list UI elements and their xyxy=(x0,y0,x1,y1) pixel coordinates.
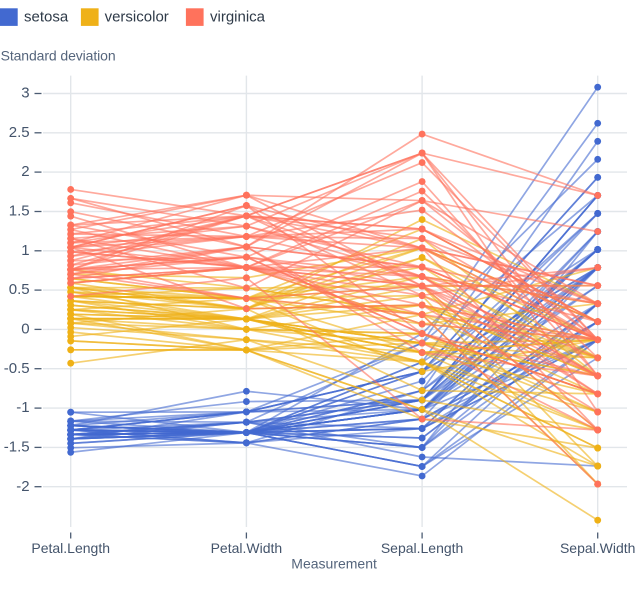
svg-text:-2: -2 xyxy=(16,478,29,495)
svg-text:Measurement: Measurement xyxy=(291,556,377,572)
svg-text:2.5: 2.5 xyxy=(9,124,30,141)
svg-text:Petal.Width: Petal.Width xyxy=(211,540,283,556)
svg-text:2: 2 xyxy=(21,163,29,180)
svg-text:1.5: 1.5 xyxy=(9,203,30,220)
svg-text:-0.5: -0.5 xyxy=(4,360,30,377)
svg-text:1: 1 xyxy=(21,242,29,259)
svg-text:Sepal.Length: Sepal.Length xyxy=(381,540,464,556)
svg-text:3: 3 xyxy=(21,85,29,102)
svg-text:Sepal.Width: Sepal.Width xyxy=(560,540,635,556)
svg-text:versicolor: versicolor xyxy=(105,9,169,26)
svg-text:Standard deviation: Standard deviation xyxy=(1,48,116,64)
svg-text:-1.5: -1.5 xyxy=(4,439,30,456)
svg-text:-1: -1 xyxy=(16,399,29,416)
svg-text:0.5: 0.5 xyxy=(9,281,30,298)
svg-text:0: 0 xyxy=(21,321,29,338)
svg-text:setosa: setosa xyxy=(24,9,69,26)
svg-text:Petal.Length: Petal.Length xyxy=(31,540,110,556)
svg-text:virginica: virginica xyxy=(210,9,266,26)
